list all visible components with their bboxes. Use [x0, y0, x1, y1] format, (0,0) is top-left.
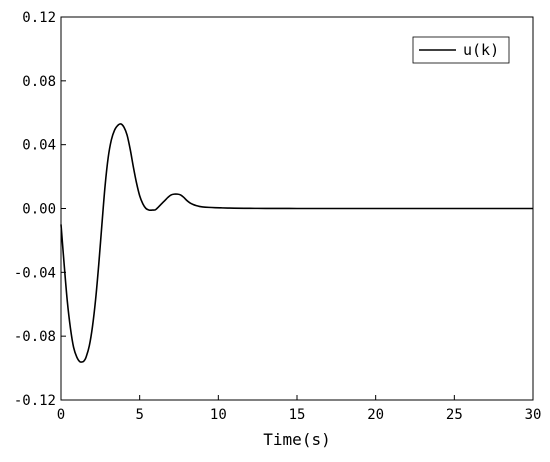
series-line-u-k — [60, 123, 533, 363]
legend: u(k) — [412, 36, 510, 64]
y-tick-label: -0.08 — [14, 329, 56, 345]
y-tick-label: -0.12 — [14, 393, 56, 409]
x-tick-label: 10 — [210, 407, 227, 423]
y-tick-label: 0.00 — [22, 202, 56, 218]
x-axis-ticks: 0 5 10 15 20 25 30 — [57, 395, 542, 423]
y-tick-label: 0.08 — [22, 74, 56, 90]
x-tick-label: 30 — [525, 407, 542, 423]
x-tick-label: 5 — [135, 407, 143, 423]
legend-label-u-k: u(k) — [463, 41, 499, 59]
series-layer — [60, 123, 533, 363]
x-tick-label: 15 — [289, 407, 306, 423]
y-tick-label: -0.04 — [14, 265, 56, 281]
y-axis-ticks: -0.12 -0.08 -0.04 0.00 0.04 0.08 0.12 — [14, 10, 66, 409]
x-tick-label: 0 — [57, 407, 65, 423]
x-tick-label: 25 — [446, 407, 463, 423]
x-axis-title: Time(s) — [263, 430, 330, 449]
y-tick-label: 0.12 — [22, 10, 56, 26]
x-tick-label: 20 — [367, 407, 384, 423]
y-tick-label: 0.04 — [22, 138, 56, 154]
